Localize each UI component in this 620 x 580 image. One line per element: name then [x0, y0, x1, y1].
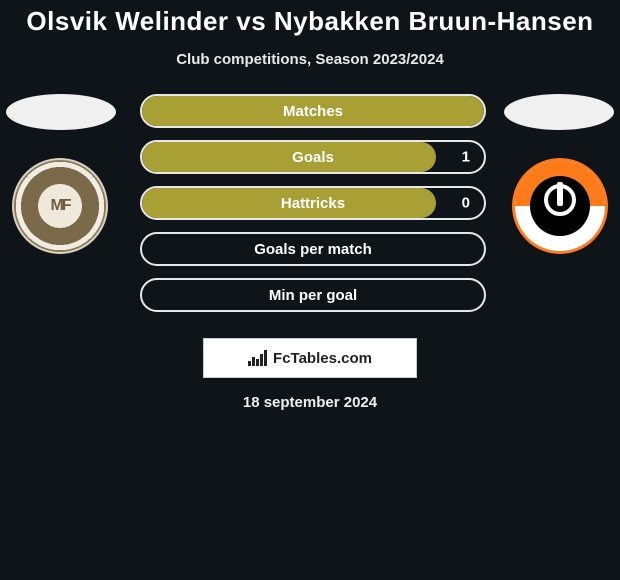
brand-label: FcTables.com [273, 350, 372, 367]
stat-bar-fill [142, 142, 436, 172]
brand-text: FcTables.com [273, 350, 372, 367]
brand-box[interactable]: FcTables.com [203, 338, 417, 378]
snapshot-date: 18 september 2024 [0, 394, 620, 411]
stat-bar-row: Min per goal [140, 278, 486, 312]
club-badge-left-ring: MF [12, 158, 108, 254]
stat-bar-label: Min per goal [269, 287, 357, 304]
stat-bar-label: Matches [283, 103, 343, 120]
comparison-card: Olsvik Welinder vs Nybakken Bruun-Hansen… [0, 0, 620, 411]
letter-ring-icon [544, 184, 576, 216]
stat-bar-row: Goals 1 [140, 140, 486, 174]
stat-bar-row: Hattricks 0 [140, 186, 486, 220]
stat-bar: Hattricks 0 [140, 186, 486, 220]
player-left-marker [6, 94, 116, 130]
stat-bar: Goals 1 [140, 140, 486, 174]
stat-bars: Matches Goals 1 Hattricks 0 Goals per match Mi… [140, 94, 486, 324]
page-title: Olsvik Welinder vs Nybakken Bruun-Hansen [0, 6, 620, 37]
club-badge-left-initials: MF [38, 184, 82, 228]
club-badge-right-ring [512, 158, 608, 254]
club-badge-left: MF [12, 158, 108, 254]
stat-bar: Matches [140, 94, 486, 128]
bar-chart-icon [248, 350, 267, 366]
club-badge-right-center [530, 176, 590, 236]
page-subtitle: Club competitions, Season 2023/2024 [0, 51, 620, 68]
player-right-marker [504, 94, 614, 130]
stat-bar: Goals per match [140, 232, 486, 266]
stat-bar-label: Goals [292, 149, 334, 166]
stat-bar-label: Hattricks [281, 195, 345, 212]
comparison-body: MF Matches Goals 1 Hattricks 0 Goals per matc… [0, 94, 620, 324]
stat-bar-right-value: 1 [462, 149, 470, 166]
stat-bar-row: Matches [140, 94, 486, 128]
stat-bar-label: Goals per match [254, 241, 372, 258]
stat-bar-right-value: 0 [462, 195, 470, 212]
stat-bar-row: Goals per match [140, 232, 486, 266]
stat-bar: Min per goal [140, 278, 486, 312]
club-badge-right [512, 158, 608, 254]
